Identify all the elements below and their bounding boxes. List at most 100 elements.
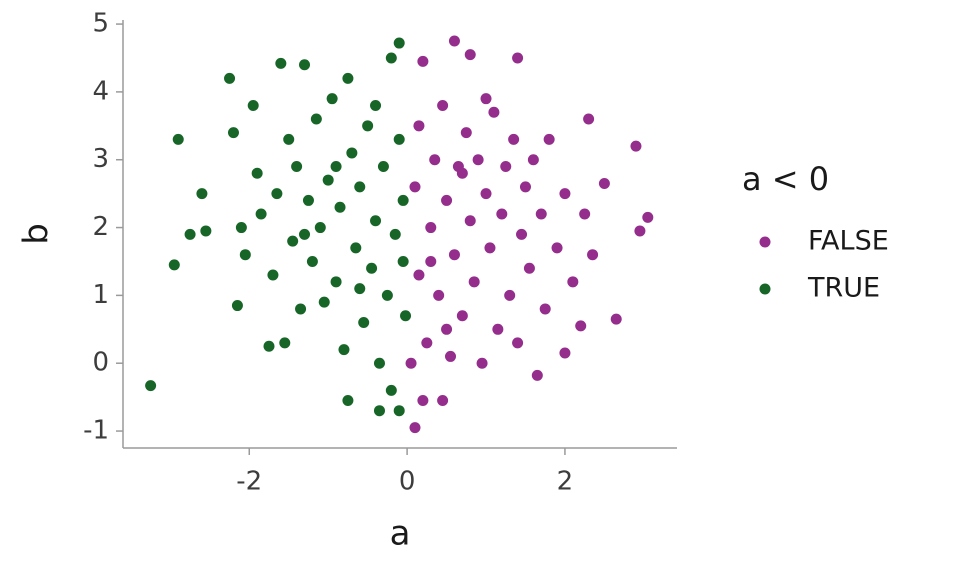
point [460,127,472,139]
point [516,228,528,240]
point [456,167,468,179]
point [468,276,480,288]
point [630,140,642,152]
point [508,133,520,145]
point [172,133,184,145]
point [385,384,397,396]
point [512,52,524,64]
point [200,225,212,237]
point [437,99,449,111]
point [354,283,366,295]
point [389,228,401,240]
x-tick-label: 0 [399,467,416,497]
point [145,380,157,392]
point [610,313,622,325]
x-axis-title: a [390,514,411,554]
y-tick-label: 3 [92,144,109,174]
point [373,405,385,417]
point [393,405,405,417]
point [397,194,409,206]
y-tick-label: 0 [92,348,109,378]
point [441,323,453,335]
point [397,255,409,267]
point [271,188,283,200]
y-tick-label: 5 [92,9,109,39]
point [393,133,405,145]
point [287,235,299,247]
point [531,369,543,381]
point [377,161,389,173]
y-axis-title: b [17,223,57,245]
point [346,147,358,159]
point [539,303,551,315]
point [492,323,504,335]
point [484,242,496,254]
legend-marker [759,283,771,295]
y-tick-label: 1 [92,280,109,310]
point [512,337,524,349]
point [385,52,397,64]
point [527,154,539,166]
point [425,255,437,267]
point [409,181,421,193]
point [338,344,350,356]
point [523,262,535,274]
point [421,337,433,349]
point [373,357,385,369]
point [575,320,587,332]
point [429,154,441,166]
y-tick-label: -1 [83,416,109,446]
point [413,120,425,132]
point [196,188,208,200]
legend-title: a < 0 [742,160,829,198]
point [437,395,449,407]
legend-marker [759,236,771,248]
point [354,181,366,193]
point [417,395,429,407]
point [275,57,287,69]
point [231,300,243,312]
point [342,395,354,407]
point [634,225,646,237]
point [168,259,180,271]
point [480,188,492,200]
point [456,310,468,322]
point [299,59,311,71]
point [535,208,547,220]
point [519,181,531,193]
point [283,133,295,145]
point [464,215,476,227]
point [559,188,571,200]
point [318,296,330,308]
point [598,177,610,189]
point [417,55,429,67]
point [472,154,484,166]
point [551,242,563,254]
x-tick-label: -2 [236,467,262,497]
point [366,262,378,274]
point [504,289,516,301]
point [543,133,555,145]
point [184,228,196,240]
point [587,249,599,261]
point [299,228,311,240]
point [445,350,457,362]
y-tick-label: 4 [92,76,109,106]
point [326,93,338,105]
point [251,167,263,179]
point [227,127,239,139]
point [583,113,595,125]
point [567,276,579,288]
point [358,317,370,329]
point [448,35,460,47]
point [559,347,571,359]
point [322,174,334,186]
point [370,99,382,111]
point [409,422,421,434]
point [642,211,654,223]
point [224,72,236,84]
point [334,201,346,213]
point [342,72,354,84]
